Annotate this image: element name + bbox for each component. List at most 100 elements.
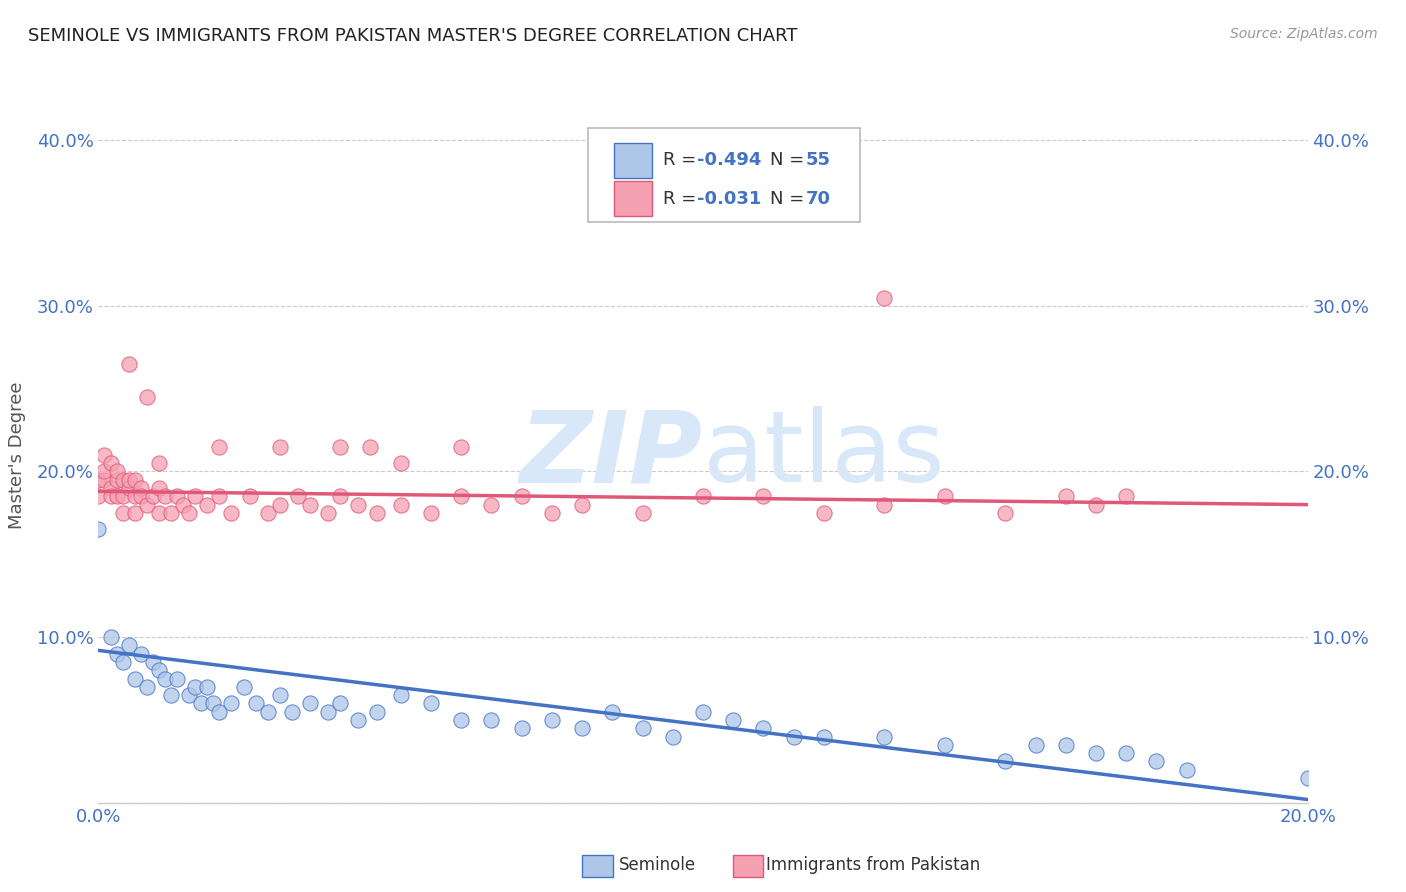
Point <box>1054 738 1077 752</box>
Point <box>184 489 207 503</box>
Point <box>111 473 134 487</box>
Point <box>366 506 388 520</box>
Point <box>752 489 775 503</box>
Point <box>389 456 412 470</box>
Point <box>256 705 278 719</box>
Point <box>813 506 835 520</box>
Point <box>1054 489 1077 503</box>
Point <box>316 705 339 719</box>
Point <box>245 697 267 711</box>
Point <box>1024 738 1046 752</box>
Point <box>93 448 115 462</box>
FancyBboxPatch shape <box>613 143 652 178</box>
Text: 55: 55 <box>806 152 831 169</box>
Text: N =: N = <box>769 152 810 169</box>
Point <box>184 680 207 694</box>
Point <box>190 697 212 711</box>
Point <box>135 390 157 404</box>
Point <box>111 655 134 669</box>
Point <box>692 705 714 719</box>
Point <box>111 489 134 503</box>
Point <box>195 498 218 512</box>
Text: N =: N = <box>769 190 810 208</box>
Text: SEMINOLE VS IMMIGRANTS FROM PAKISTAN MASTER'S DEGREE CORRELATION CHART: SEMINOLE VS IMMIGRANTS FROM PAKISTAN MAS… <box>28 27 797 45</box>
Text: R =: R = <box>664 152 702 169</box>
Point <box>540 713 562 727</box>
FancyBboxPatch shape <box>613 181 652 216</box>
Point <box>420 506 443 520</box>
Text: atlas: atlas <box>703 407 945 503</box>
Text: Immigrants from Pakistan: Immigrants from Pakistan <box>766 856 980 874</box>
Point <box>118 473 141 487</box>
Point <box>148 506 170 520</box>
Point <box>1175 763 1198 777</box>
Point <box>124 506 146 520</box>
Text: R =: R = <box>664 190 702 208</box>
Point <box>105 465 128 479</box>
Point <box>540 506 562 520</box>
Point <box>481 498 503 512</box>
Point <box>153 672 176 686</box>
Point <box>208 440 231 454</box>
Point <box>281 705 304 719</box>
Point <box>256 506 278 520</box>
Point <box>142 655 165 669</box>
FancyBboxPatch shape <box>588 128 860 222</box>
Point <box>287 489 309 503</box>
Point <box>105 473 128 487</box>
Text: -0.494: -0.494 <box>697 152 761 169</box>
Point <box>269 440 291 454</box>
Point <box>172 498 194 512</box>
Point <box>129 489 152 503</box>
Point <box>160 506 183 520</box>
Point <box>195 680 218 694</box>
Point <box>571 721 593 735</box>
Point <box>118 639 141 653</box>
Point <box>329 489 352 503</box>
Point <box>93 465 115 479</box>
Point <box>221 697 243 711</box>
Point <box>450 489 472 503</box>
Point <box>202 697 225 711</box>
Point <box>93 473 115 487</box>
Text: ZIP: ZIP <box>520 407 703 503</box>
Point <box>347 498 370 512</box>
Point <box>105 489 128 503</box>
Point <box>602 705 624 719</box>
Point <box>360 440 382 454</box>
Point <box>873 498 896 512</box>
Point <box>1115 746 1137 760</box>
Point <box>111 506 134 520</box>
Point <box>389 688 412 702</box>
Point <box>366 705 388 719</box>
Point <box>232 680 254 694</box>
Point <box>100 630 122 644</box>
Point <box>994 506 1017 520</box>
Point <box>873 291 896 305</box>
Point <box>994 755 1017 769</box>
Point <box>166 672 188 686</box>
Point <box>124 489 146 503</box>
Point <box>299 498 322 512</box>
Point <box>100 456 122 470</box>
Point <box>239 489 262 503</box>
Point <box>87 523 110 537</box>
Point <box>135 498 157 512</box>
Text: -0.031: -0.031 <box>697 190 761 208</box>
Point <box>783 730 806 744</box>
Point <box>299 697 322 711</box>
Point <box>269 688 291 702</box>
Point <box>129 647 152 661</box>
Point <box>124 473 146 487</box>
Point <box>934 489 956 503</box>
Point <box>148 663 170 677</box>
Point <box>208 489 231 503</box>
Point <box>316 506 339 520</box>
Text: Source: ZipAtlas.com: Source: ZipAtlas.com <box>1230 27 1378 41</box>
Point <box>510 489 533 503</box>
Point <box>1115 489 1137 503</box>
Point <box>510 721 533 735</box>
Point <box>142 489 165 503</box>
Point <box>692 489 714 503</box>
Text: Seminole: Seminole <box>619 856 696 874</box>
